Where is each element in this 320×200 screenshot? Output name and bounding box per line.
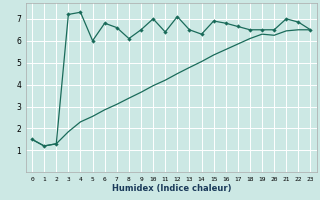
X-axis label: Humidex (Indice chaleur): Humidex (Indice chaleur) xyxy=(111,184,231,193)
